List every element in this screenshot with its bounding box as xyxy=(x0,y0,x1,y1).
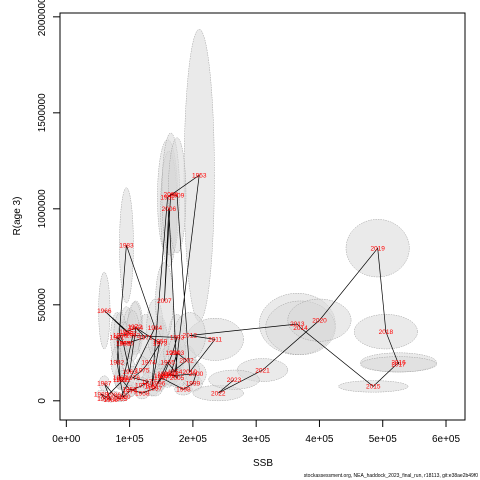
year-label-1957: 1957 xyxy=(148,386,163,393)
year-label-1956: 1956 xyxy=(154,373,169,380)
year-label-1961: 1961 xyxy=(110,335,125,342)
year-label-1952: 1952 xyxy=(160,195,175,202)
x-tick-label: 3e+05 xyxy=(242,434,271,445)
confidence-ellipses xyxy=(95,29,437,403)
year-label-2004: 2004 xyxy=(164,371,179,378)
year-label-2011: 2011 xyxy=(208,337,222,344)
year-label-1996: 1996 xyxy=(151,381,166,388)
y-tick-label: 1000000 xyxy=(37,189,48,228)
year-label-2001: 2001 xyxy=(160,373,175,380)
year-label-1959: 1959 xyxy=(122,386,137,393)
year-label-1958: 1958 xyxy=(135,390,150,397)
y-axis-title: R(age 3) xyxy=(12,197,23,236)
y-tick-label: 0 xyxy=(37,398,48,404)
year-label-2015: 2015 xyxy=(366,384,381,391)
year-label-2012: 2012 xyxy=(182,333,197,340)
year-label-1994: 1994 xyxy=(165,350,180,357)
year-label-2008: 2008 xyxy=(164,192,179,199)
year-label-1976: 1976 xyxy=(126,375,141,382)
year-label-1998: 1998 xyxy=(176,386,191,393)
year-label-2010: 2010 xyxy=(182,369,197,376)
year-label-2017: 2017 xyxy=(391,362,406,369)
year-label-1992: 1992 xyxy=(126,333,141,340)
year-label-2021: 2021 xyxy=(255,367,270,374)
year-label-1990: 1990 xyxy=(97,396,112,403)
year-label-1966: 1966 xyxy=(97,308,112,315)
year-label-1986: 1986 xyxy=(107,392,122,399)
year-labels: 1950 1951 1952 1953 1954 1955 1956 195719581959… xyxy=(94,172,406,404)
year-label-1969: 1969 xyxy=(116,340,131,347)
footer-note: stockassessment.org, NEA_haddock_2023_fi… xyxy=(304,473,478,479)
year-label-2022: 2022 xyxy=(211,390,226,397)
year-label-1973: 1973 xyxy=(153,340,168,347)
year-label-1989: 1989 xyxy=(94,391,109,398)
year-label-1954: 1954 xyxy=(168,369,183,376)
x-tick-label: 6e+05 xyxy=(432,434,461,445)
year-label-1999: 1999 xyxy=(186,381,201,388)
year-label-2020: 2020 xyxy=(312,317,327,324)
ellipse-2023 xyxy=(208,369,260,390)
year-label-2014: 2014 xyxy=(293,325,308,332)
x-tick-label: 2e+05 xyxy=(179,434,208,445)
year-label-2023: 2023 xyxy=(227,377,242,384)
x-axis-title: SSB xyxy=(253,458,273,469)
year-label-1963: 1963 xyxy=(122,369,137,376)
x-tick-label: 0e+00 xyxy=(52,434,81,445)
year-label-2002: 2002 xyxy=(179,358,194,365)
year-label-1995: 1995 xyxy=(157,371,172,378)
y-axis: 0 500000 1000000 1500000 2000000 xyxy=(37,0,61,404)
year-label-2013: 2013 xyxy=(290,321,305,328)
year-label-2003: 2003 xyxy=(170,350,185,357)
trajectory-lines xyxy=(100,174,399,401)
x-tick-label: 1e+05 xyxy=(116,434,145,445)
year-label-1975: 1975 xyxy=(135,367,150,374)
year-label-1979: 1979 xyxy=(122,388,137,395)
year-label-1980: 1980 xyxy=(116,394,131,401)
year-label-1962: 1962 xyxy=(116,340,131,347)
year-label-1983: 1983 xyxy=(119,242,134,249)
year-label-1993: 1993 xyxy=(170,335,185,342)
year-label-1985: 1985 xyxy=(113,396,128,403)
x-tick-label: 5e+05 xyxy=(369,434,398,445)
year-label-2016: 2016 xyxy=(391,360,406,367)
year-label-1982: 1982 xyxy=(110,360,125,367)
year-label-2007: 2007 xyxy=(157,298,172,305)
year-label-2009: 2009 xyxy=(170,193,185,200)
y-tick-label: 2000000 xyxy=(37,0,48,36)
year-label-1953: 1953 xyxy=(192,172,207,179)
year-label-1981: 1981 xyxy=(113,377,128,384)
x-tick-label: 4e+05 xyxy=(305,434,334,445)
year-label-2000: 2000 xyxy=(189,371,204,378)
year-label-2005: 2005 xyxy=(170,375,185,382)
year-label-1977: 1977 xyxy=(141,379,156,386)
year-label-2006: 2006 xyxy=(162,206,177,213)
year-label-2018: 2018 xyxy=(379,329,394,336)
year-label-1968: 1968 xyxy=(113,333,128,340)
year-label-1965: 1965 xyxy=(119,329,134,336)
year-label-1984: 1984 xyxy=(148,325,163,332)
x-axis: 0e+00 1e+05 2e+05 3e+05 4e+05 5e+05 6e+05 xyxy=(52,419,461,445)
year-label-1967: 1967 xyxy=(122,331,137,338)
year-label-1970: 1970 xyxy=(119,340,134,347)
year-label-1972: 1972 xyxy=(127,324,142,331)
year-label-1951: 1951 xyxy=(145,384,160,391)
year-label-1978: 1978 xyxy=(135,383,150,390)
year-label-1987: 1987 xyxy=(97,381,112,388)
year-label-1960: 1960 xyxy=(113,375,128,382)
year-label-2019: 2019 xyxy=(370,245,385,252)
y-tick-label: 500000 xyxy=(37,288,48,322)
year-label-1988: 1988 xyxy=(103,397,118,404)
year-label-1974: 1974 xyxy=(141,360,156,367)
trajectory-path xyxy=(100,174,399,401)
year-label-1971: 1971 xyxy=(138,335,153,342)
year-label-1991: 1991 xyxy=(116,377,131,384)
year-label-1964: 1964 xyxy=(129,325,144,332)
ellipse-1966 xyxy=(98,271,111,350)
y-tick-label: 1500000 xyxy=(37,93,48,132)
year-label-1950: 1950 xyxy=(153,338,168,345)
year-label-1955: 1955 xyxy=(160,360,175,367)
year-label-1997: 1997 xyxy=(154,375,169,382)
